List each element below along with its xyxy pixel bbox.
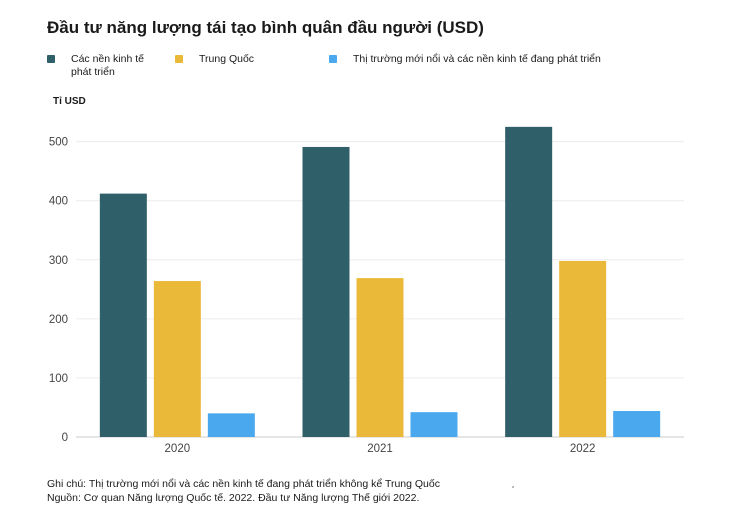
y-tick-label-300: 300 — [49, 255, 68, 267]
bar-2021-series-2 — [410, 412, 458, 437]
legend-item-emerging: Thị trường mới nổi và các nền kinh tế đa… — [329, 53, 649, 66]
y-tick-label-400: 400 — [49, 196, 68, 208]
legend-label-china: Trung Quốc — [199, 53, 255, 65]
legend-item-developed: Các nền kinh tế phát triển — [47, 53, 167, 79]
bar-2022-series-1 — [559, 260, 607, 437]
tick-label-layer: 0 100 200 300 400 500 2020 2021 2022 — [49, 137, 596, 455]
x-tick-label-2021: 2021 — [367, 443, 393, 455]
legend-label-developed: Các nền kinh tế phát triển — [71, 53, 144, 78]
y-tick-label-0: 0 — [62, 432, 68, 444]
y-tick-label-500: 500 — [49, 137, 68, 149]
bar-2022-series-0 — [505, 126, 553, 437]
bar-2020-series-1 — [153, 281, 201, 437]
x-tick-label-2020: 2020 — [165, 443, 191, 455]
y-tick-label-200: 200 — [49, 314, 68, 326]
chart-title: Đầu tư năng lượng tái tạo bình quân đầu … — [47, 18, 484, 37]
footnote: Ghi chú: Thị trường mới nổi và các nền k… — [47, 478, 440, 490]
bar-layer — [99, 126, 661, 437]
bar-2021-series-1 — [356, 278, 404, 437]
legend-label-emerging: Thị trường mới nổi và các nền kinh tế đa… — [353, 53, 601, 65]
legend-swatch-china — [175, 55, 183, 63]
bar-2020-series-0 — [99, 193, 147, 437]
bar-2021-series-0 — [302, 146, 350, 437]
legend-item-china: Trung Quốc — [175, 53, 315, 66]
bar-2020-series-2 — [207, 413, 255, 437]
legend-swatch-developed — [47, 55, 55, 63]
legend-swatch-emerging — [329, 55, 337, 63]
y-axis-unit-label: Tỉ USD — [53, 96, 86, 107]
source-note: Nguồn: Cơ quan Năng lượng Quốc tế. 2022.… — [47, 492, 420, 504]
x-tick-label-2022: 2022 — [570, 443, 596, 455]
decorative-dot — [512, 486, 514, 488]
bar-2022-series-2 — [613, 411, 661, 437]
y-tick-label-100: 100 — [49, 373, 68, 385]
